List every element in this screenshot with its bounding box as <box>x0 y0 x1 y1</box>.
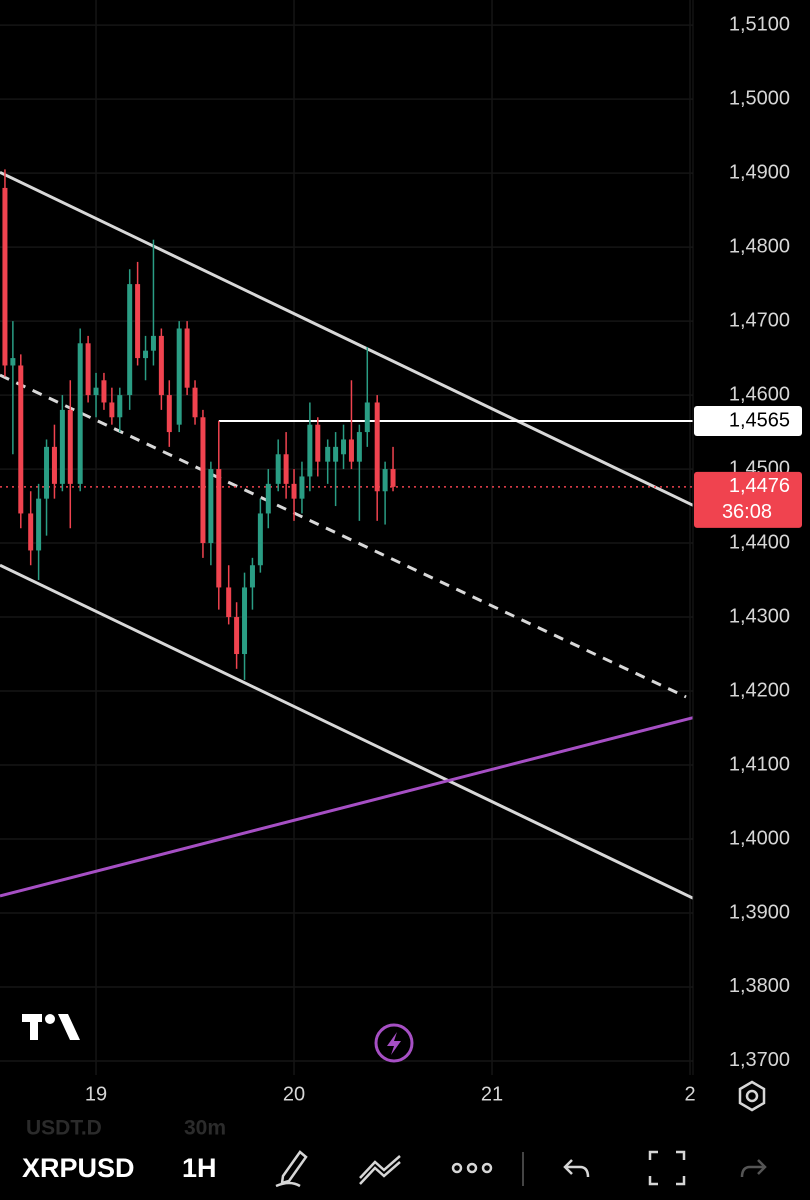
lightning-button[interactable] <box>374 1023 414 1063</box>
y-tick-label: 1,4600 <box>729 383 790 405</box>
candle-body <box>2 187 8 366</box>
candle-body <box>85 343 91 396</box>
candle-body <box>226 587 232 618</box>
candle-body <box>59 409 65 484</box>
candle-body <box>10 358 16 366</box>
y-tick-label: 1,4800 <box>729 235 790 257</box>
candle-body <box>356 432 362 462</box>
candle-body <box>18 365 24 514</box>
y-tick-label: 1,4000 <box>729 827 790 849</box>
candle-body <box>127 284 133 396</box>
candle-body <box>257 513 263 566</box>
secondary-symbol: USDT.D <box>26 1117 102 1140</box>
trend-line <box>0 373 687 699</box>
trend-line <box>0 563 694 900</box>
candle-body <box>200 417 206 544</box>
candle-body <box>192 387 198 418</box>
logo <box>22 1014 80 1040</box>
indicators-tool[interactable] <box>359 1155 401 1185</box>
fullscreen-button[interactable] <box>648 1150 686 1186</box>
y-tick-label: 1,4700 <box>729 309 790 331</box>
settings-button[interactable] <box>738 1080 766 1112</box>
axis-labels: 1,5100 1,5000 1,4900 1,4800 1,4700 1,4600 1,45… <box>85 13 802 1105</box>
y-tick-label: 1,4300 <box>729 605 790 627</box>
candle-body <box>382 469 388 492</box>
candle-body <box>176 328 182 425</box>
candles <box>2 169 396 680</box>
drawings <box>0 171 694 900</box>
candle-body <box>341 439 347 455</box>
candle-body <box>265 483 271 514</box>
candle-body <box>184 328 190 388</box>
candle-body <box>333 446 339 462</box>
candle-body <box>143 350 149 359</box>
y-tick-label: 1,3700 <box>729 1049 790 1071</box>
candle-body <box>166 395 172 433</box>
candle-body <box>275 454 281 484</box>
symbol[interactable]: XRPUSD <box>22 1153 135 1183</box>
candle-body <box>348 439 354 462</box>
candle-body <box>36 498 42 551</box>
candle-body <box>135 284 141 359</box>
secondary-interval: 30m <box>184 1117 226 1140</box>
draw-tool[interactable] <box>275 1150 308 1188</box>
y-tick-label: 1,5100 <box>729 13 790 35</box>
price-label: 1,4476 <box>729 475 790 497</box>
x-tick-label: 2 <box>684 1083 695 1105</box>
y-tick-label: 1,4400 <box>729 531 790 553</box>
y-tick-label: 1,5000 <box>729 87 790 109</box>
candle-body <box>150 335 156 351</box>
candle-body <box>101 380 107 403</box>
candle-body <box>299 476 305 499</box>
candle-body <box>374 402 380 492</box>
candle-body <box>390 469 396 487</box>
candle-body <box>77 343 83 484</box>
more-button[interactable] <box>451 1162 493 1174</box>
y-tick-label: 1,4100 <box>729 753 790 775</box>
trend-line <box>0 716 694 898</box>
candle-body <box>67 409 73 484</box>
candle-body <box>44 446 50 499</box>
candle-body <box>291 483 297 499</box>
candle-body <box>117 395 123 418</box>
interval[interactable]: 1H <box>182 1153 217 1183</box>
redo-button[interactable] <box>740 1159 767 1178</box>
candle-body <box>28 513 34 551</box>
candle-body <box>325 446 331 462</box>
level-label: 1,4565 <box>729 409 790 431</box>
x-tick-label: 20 <box>283 1083 305 1105</box>
y-tick-label: 1,3900 <box>729 901 790 923</box>
price-label-box <box>694 471 802 528</box>
candle-body <box>158 335 164 396</box>
candle-body <box>364 402 370 433</box>
candle-body <box>208 469 214 544</box>
y-tick-label: 1,4900 <box>729 161 790 183</box>
candle-body <box>93 387 99 396</box>
undo-button[interactable] <box>563 1159 590 1178</box>
y-tick-label: 1,3800 <box>729 975 790 997</box>
level-label-box <box>694 405 802 436</box>
x-tick-label: 21 <box>481 1083 503 1105</box>
x-tick-label: 19 <box>85 1083 107 1105</box>
y-tick-label: 1,4200 <box>729 679 790 701</box>
candle-body <box>51 446 57 484</box>
countdown: 36:08 <box>722 501 772 523</box>
candle-body <box>234 617 240 655</box>
grid <box>0 0 693 1075</box>
candle-body <box>109 402 115 418</box>
trend-line <box>0 171 694 507</box>
candle-body <box>216 469 222 588</box>
candle-body <box>283 454 289 484</box>
candle-body <box>242 587 248 655</box>
candle-body <box>307 424 313 477</box>
candle-body <box>249 565 255 588</box>
candle-body <box>315 424 321 462</box>
